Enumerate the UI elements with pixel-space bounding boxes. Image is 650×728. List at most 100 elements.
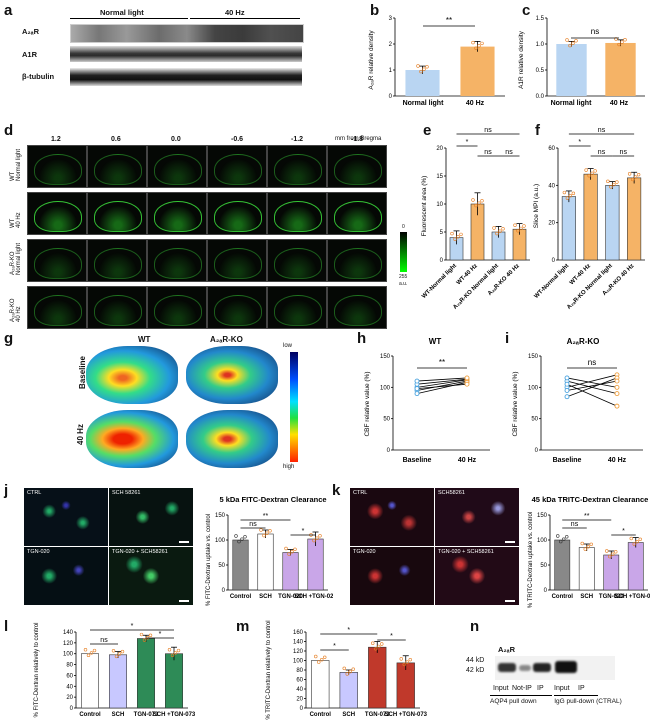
data-point — [593, 169, 597, 173]
data-point — [89, 651, 94, 655]
chart-i: A₂ₐR-KO CBF relative value (%) 0 50 100 150… — [512, 337, 643, 464]
data-point — [480, 199, 484, 203]
bar — [603, 554, 620, 591]
panel-label-k: k — [332, 482, 341, 499]
x-tick-label: Control — [230, 594, 252, 600]
data-point — [614, 37, 618, 41]
data-point — [142, 638, 147, 642]
data-point — [562, 190, 567, 195]
bregma-col-3: -0.6 — [231, 136, 244, 143]
data-point — [606, 179, 610, 184]
sig-label: ** — [263, 513, 269, 520]
baseline-point — [414, 386, 420, 392]
bar — [605, 42, 636, 96]
chart-m: % TRITC-Dextran relatively to control 0 2… — [266, 620, 428, 719]
ytick-label: 40 — [296, 687, 303, 693]
blot-row-label-tubulin: β-tubulin — [22, 72, 55, 81]
paired-line — [416, 381, 468, 394]
panel-label-d: d — [4, 122, 14, 139]
sig-label: * — [347, 627, 350, 634]
j-image-tgn-sch: TGN-020 + SCH58261 — [109, 547, 193, 605]
data-point — [456, 235, 460, 239]
ytick-label: 20 — [66, 695, 73, 701]
ytick-label: 150 — [537, 513, 548, 519]
n-lane-input-1: Input — [493, 685, 509, 692]
ytick-label: 100 — [293, 659, 304, 665]
data-point — [605, 549, 609, 553]
x-tick-label: TGN-020 — [278, 594, 303, 600]
bregma-col-4: -1.2 — [291, 136, 304, 143]
ytick-label: 100 — [528, 385, 539, 391]
x-tick-label: SCH +TGN-073 — [384, 712, 427, 718]
k-image-tgn-sch: TGN-020 + SCH58261 — [435, 547, 519, 605]
bar — [81, 653, 99, 709]
data-point — [268, 529, 272, 533]
data-point — [519, 226, 523, 231]
colorbar-high: high — [283, 464, 295, 470]
panel-label-a: a — [4, 2, 13, 19]
ytick-label: 100 — [537, 538, 548, 544]
ytick-label: 0.0 — [536, 94, 545, 100]
bregma-col-2: 0.0 — [171, 136, 181, 143]
paired-line — [566, 380, 618, 391]
x-tick-label: TGN-073 — [365, 712, 390, 718]
x-tick-label: Control — [79, 712, 101, 718]
data-point — [265, 531, 269, 535]
bar — [627, 542, 644, 591]
n-lane-notip: Not-IP — [512, 685, 532, 692]
paired-line — [566, 377, 618, 388]
paired-line — [566, 380, 618, 394]
baseline-point — [414, 391, 420, 397]
data-point — [632, 542, 636, 546]
slice-row-label-1: WT 40 Hz — [10, 212, 22, 228]
data-point — [614, 550, 618, 554]
brain-slice-image — [87, 286, 147, 329]
ytick-label: 50 — [540, 563, 547, 569]
paired-line — [416, 377, 468, 382]
panel-label-f: f — [535, 122, 540, 139]
bar — [165, 653, 183, 709]
ytick-label: 0 — [70, 706, 74, 712]
data-point — [471, 198, 475, 202]
data-point — [83, 648, 88, 652]
data-point — [477, 201, 481, 205]
scale-top-label: 0 — [402, 224, 405, 230]
paired-line — [416, 383, 468, 389]
x-tick-label: TGN-073 — [134, 712, 159, 718]
data-point — [419, 69, 423, 74]
data-point — [86, 653, 91, 658]
ytick-label: 120 — [293, 649, 304, 655]
chart-h: WT CBF relative value (%) 0 50 100 150 ** B… — [364, 337, 490, 464]
data-point — [377, 644, 381, 649]
x-tick-label: Control — [310, 712, 332, 718]
chart-i-xlabel-1: 40 Hz — [608, 457, 627, 464]
ytick-label: 80 — [66, 663, 73, 669]
bar — [556, 44, 587, 96]
ytick-label: 160 — [293, 630, 304, 636]
ytick-label: 40 — [548, 183, 555, 189]
paired-line — [416, 379, 468, 388]
ytick-label: 40 — [66, 684, 73, 690]
group-line-left — [70, 18, 188, 19]
ytick-label: 100 — [63, 652, 74, 658]
data-point — [262, 533, 266, 538]
n-blot — [495, 656, 615, 680]
data-point — [399, 657, 403, 661]
sig-label: * — [302, 528, 305, 535]
chart-b-xlabel-0: Normal light — [403, 100, 445, 107]
ytick-label: 1.5 — [536, 16, 545, 22]
data-point — [480, 41, 484, 46]
data-point — [627, 172, 632, 176]
data-point — [574, 39, 578, 43]
ytick-label: 1 — [389, 68, 393, 74]
blot-group-normal-light: Normal light — [100, 8, 144, 17]
sig-label: ns — [598, 149, 606, 156]
x-tick-label: SCH — [112, 712, 125, 718]
data-point — [638, 537, 642, 541]
bar — [368, 646, 387, 709]
scale-bottom-label: 255 — [399, 274, 408, 280]
data-point — [315, 536, 319, 540]
chart-b-ylabel: A₂ₐR relative density — [368, 30, 375, 90]
x-tick-label: SCH — [342, 712, 355, 718]
data-point — [495, 231, 499, 236]
